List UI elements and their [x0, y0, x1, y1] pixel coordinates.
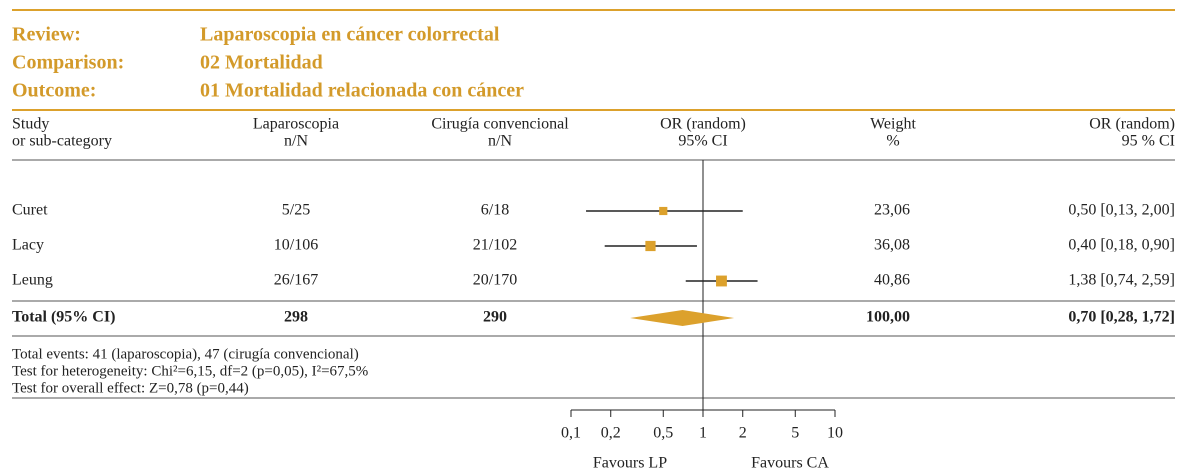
column-header: OR (random) — [660, 116, 746, 133]
convencional-events: 20/170 — [473, 272, 517, 289]
footnote: Total events: 41 (laparoscopia), 47 (cir… — [12, 346, 359, 362]
column-header: Laparoscopia — [253, 116, 339, 133]
weight-label: 40,86 — [874, 272, 910, 289]
column-header: Weight — [870, 116, 916, 133]
column-header: Cirugía convencional — [431, 116, 569, 133]
header-value: 01 Mortalidad relacionada con cáncer — [200, 80, 524, 102]
x-tick-label: 10 — [827, 425, 843, 442]
x-tick-label: 0,5 — [653, 425, 673, 442]
or-label: 0,40 [0,18, 0,90] — [1068, 237, 1175, 254]
column-header: n/N — [284, 133, 308, 150]
weight-label: 36,08 — [874, 237, 910, 254]
header-value: Laparoscopia en cáncer colorrectal — [200, 24, 500, 46]
header-value: 02 Mortalidad — [200, 52, 323, 74]
x-tick-label: 0,1 — [561, 425, 581, 442]
footnote: Test for overall effect: Z=0,78 (p=0,44) — [12, 380, 249, 396]
summary-diamond — [630, 310, 735, 326]
laparoscopia-events: 5/25 — [282, 202, 310, 219]
x-label: Favours LP — [593, 455, 667, 472]
column-header: n/N — [488, 133, 512, 150]
study-name: Total (95% CI) — [12, 309, 115, 326]
column-header: 95% CI — [678, 133, 727, 150]
study-name: Lacy — [12, 237, 44, 254]
study-name: Leung — [12, 272, 53, 289]
point-estimate — [659, 206, 668, 216]
x-tick-label: 2 — [739, 425, 747, 442]
weight-label: 100,00 — [866, 309, 910, 326]
header-label: Review: — [12, 24, 81, 46]
point-estimate — [716, 275, 727, 287]
column-header: 95 % CI — [1122, 133, 1175, 150]
x-tick-label: 1 — [699, 425, 707, 442]
point-estimate — [645, 240, 656, 252]
or-label: 1,38 [0,74, 2,59] — [1068, 272, 1175, 289]
study-name: Curet — [12, 202, 48, 219]
convencional-events: 6/18 — [481, 202, 509, 219]
weight-label: 23,06 — [874, 202, 910, 219]
x-label: Favours CA — [751, 455, 829, 472]
convencional-events: 21/102 — [473, 237, 517, 254]
column-header: Study — [12, 116, 49, 133]
laparoscopia-events: 26/167 — [274, 272, 318, 289]
laparoscopia-events: 10/106 — [274, 237, 318, 254]
convencional-events: 290 — [483, 309, 507, 326]
column-header: or sub-category — [12, 133, 112, 150]
header-label: Comparison: — [12, 52, 124, 74]
footnote: Test for heterogeneity: Chi²=6,15, df=2 … — [12, 363, 368, 379]
column-header: % — [886, 133, 899, 150]
x-tick-label: 5 — [791, 425, 799, 442]
or-label: 0,70 [0,28, 1,72] — [1068, 309, 1175, 326]
or-label: 0,50 [0,13, 2,00] — [1068, 202, 1175, 219]
laparoscopia-events: 298 — [284, 309, 308, 326]
column-header: OR (random) — [1089, 116, 1175, 133]
header-label: Outcome: — [12, 80, 96, 102]
x-tick-label: 0,2 — [601, 425, 621, 442]
